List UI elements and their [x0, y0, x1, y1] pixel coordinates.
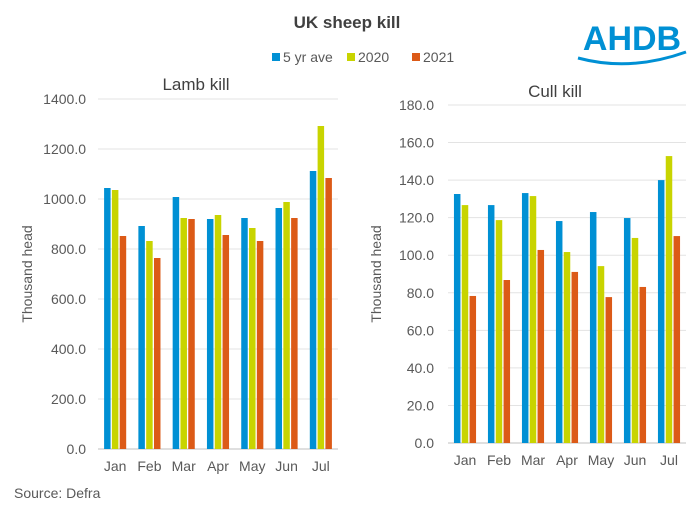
x-tick-label: Jun	[275, 458, 298, 474]
bar-2020-Mar	[180, 218, 187, 449]
bar-5-yr-ave-Jan	[104, 188, 111, 449]
y-tick-label: 180.0	[399, 97, 434, 113]
bar-2020-Apr	[214, 215, 222, 449]
legend-swatch	[347, 53, 355, 61]
bar-5-yr-ave-May	[241, 218, 248, 449]
y-tick-label: 120.0	[399, 210, 434, 226]
y-tick-label: 1200.0	[43, 141, 86, 157]
legend-swatch	[412, 53, 420, 61]
x-tick-label: Jun	[624, 452, 647, 468]
x-tick-label: May	[588, 452, 614, 468]
source-note: Source: Defra	[14, 485, 101, 501]
bar-5-yr-ave-Feb	[487, 205, 495, 443]
y-tick-label: 60.0	[407, 322, 434, 338]
bar-2021-Jul	[673, 236, 681, 443]
bar-2021-May	[605, 297, 613, 443]
legend-label: 2020	[358, 49, 389, 65]
bar-5-yr-ave-Feb	[138, 226, 145, 449]
x-tick-label: Jan	[104, 458, 127, 474]
bar-5-yr-ave-Mar	[521, 193, 529, 443]
bar-5-yr-ave-Apr	[555, 221, 563, 443]
bar-2020-May	[597, 266, 605, 443]
x-tick-label: Apr	[207, 458, 229, 474]
x-tick-label: Jul	[312, 458, 330, 474]
bar-5-yr-ave-May	[589, 212, 597, 443]
lamb-kill-chart: Lamb kill 0.0 200.0 400.0 600.0 800.0 1000.0 12…	[19, 75, 338, 474]
y-tick-label: 160.0	[399, 135, 434, 151]
ahdb-logo: AHDB	[577, 20, 687, 66]
x-tick-label: Jul	[660, 452, 678, 468]
bar-5-yr-ave-Jul	[657, 180, 665, 443]
y-axis-label: Thousand head	[19, 225, 35, 322]
y-tick-label: 100.0	[399, 247, 434, 263]
y-tick-label: 1400.0	[43, 91, 86, 107]
bar-2021-Mar	[188, 219, 195, 449]
x-tick-label: Feb	[487, 452, 511, 468]
bar-5-yr-ave-Jul	[309, 171, 317, 449]
logo-swoosh	[577, 50, 687, 66]
y-tick-label: 20.0	[407, 397, 434, 413]
bar-2021-Mar	[537, 249, 545, 443]
bar-2020-Jun	[631, 237, 639, 443]
y-tick-label: 400.0	[51, 341, 86, 357]
bar-2020-May	[249, 228, 256, 449]
bar-2021-Feb	[503, 280, 511, 443]
bar-2021-Feb	[153, 258, 161, 449]
x-tick-label: May	[239, 458, 265, 474]
bar-2021-Jul	[325, 178, 332, 449]
bar-2020-Feb	[146, 241, 153, 449]
bar-2021-Jan	[119, 236, 127, 449]
cull-kill-chart: Cull kill 0.0 20.0 40.0 60.0 80.0 100.0 120.0 14…	[368, 82, 686, 468]
y-tick-label: 40.0	[407, 360, 434, 376]
legend-swatch	[272, 53, 280, 61]
logo-text: AHDB	[583, 20, 681, 58]
y-tick-label: 200.0	[51, 391, 86, 407]
y-axis-label: Thousand head	[368, 225, 384, 322]
bar-2020-Mar	[529, 196, 537, 443]
y-tick-label: 600.0	[51, 291, 86, 307]
y-tick-label: 140.0	[399, 172, 434, 188]
chart-title: UK sheep kill	[294, 13, 401, 32]
bar-5-yr-ave-Mar	[172, 197, 180, 449]
bar-2020-Jan	[461, 205, 469, 443]
legend-label: 5 yr ave	[283, 49, 333, 65]
chart-subtitle: Lamb kill	[162, 75, 229, 94]
bar-2021-Jun	[291, 218, 298, 449]
bar-2021-Jun	[639, 286, 647, 443]
y-tick-label: 1000.0	[43, 191, 86, 207]
bar-2021-Apr	[571, 271, 579, 443]
y-tick-label: 0.0	[415, 435, 435, 451]
bar-5-yr-ave-Jan	[453, 194, 461, 443]
bar-2021-Jan	[469, 295, 477, 443]
x-tick-label: Mar	[172, 458, 196, 474]
chart-subtitle: Cull kill	[528, 82, 582, 101]
legend-label: 2021	[423, 49, 454, 65]
legend: 5 yr ave 2020 2021	[272, 49, 454, 65]
bar-2020-Jul	[665, 156, 673, 443]
bar-2020-Jun	[283, 202, 290, 449]
bar-2020-Apr	[563, 252, 571, 443]
x-tick-label: Mar	[521, 452, 545, 468]
y-tick-label: 800.0	[51, 241, 86, 257]
bar-5-yr-ave-Jun	[623, 218, 631, 443]
bar-5-yr-ave-Apr	[206, 219, 214, 449]
x-tick-label: Feb	[137, 458, 161, 474]
x-tick-label: Apr	[556, 452, 578, 468]
bar-2020-Jul	[317, 126, 325, 449]
bar-2020-Jan	[111, 190, 119, 449]
x-tick-label: Jan	[454, 452, 477, 468]
bar-2021-May	[256, 241, 264, 449]
bar-2021-Apr	[222, 235, 230, 449]
bar-5-yr-ave-Jun	[275, 208, 283, 449]
y-tick-label: 0.0	[67, 441, 87, 457]
bar-2020-Feb	[495, 220, 503, 443]
y-tick-label: 80.0	[407, 285, 434, 301]
